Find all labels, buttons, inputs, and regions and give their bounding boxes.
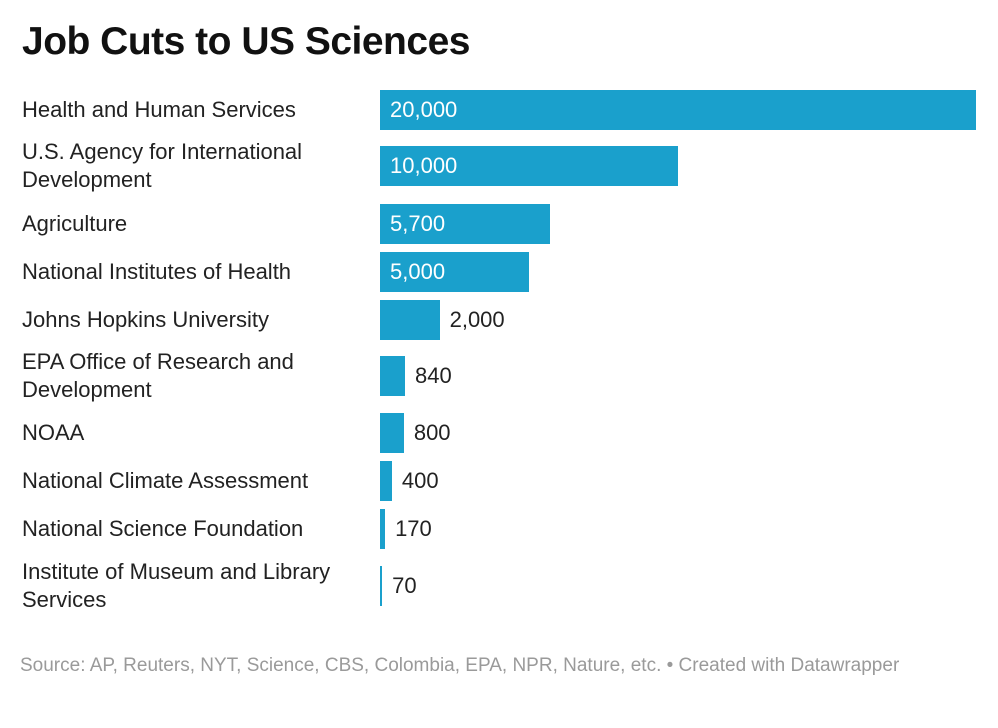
category-label: EPA Office of Research and Development — [22, 349, 294, 402]
value-label: 20,000 — [390, 97, 458, 122]
category-label: Health and Human Services — [22, 97, 296, 122]
category-label: NOAA — [22, 420, 85, 445]
value-label: 5,000 — [390, 259, 446, 284]
category-label: Institute of Museum and Library Services — [22, 559, 331, 612]
bar — [380, 413, 404, 453]
category-label: Johns Hopkins University — [22, 307, 269, 332]
bar — [380, 300, 440, 340]
bar — [380, 461, 392, 501]
category-label: National Climate Assessment — [22, 468, 309, 493]
value-label: 70 — [392, 573, 417, 598]
bar — [380, 566, 383, 606]
bar — [380, 146, 678, 186]
bar — [380, 204, 550, 244]
value-label: 840 — [415, 363, 452, 388]
bar — [380, 252, 529, 292]
category-label: Agriculture — [22, 211, 128, 236]
bar — [380, 356, 406, 396]
chart-title: Job Cuts to US Sciences — [22, 20, 470, 63]
value-label: 800 — [413, 420, 451, 445]
value-label: 400 — [401, 468, 439, 493]
source-note: Source: AP, Reuters, NYT, Science, CBS, … — [20, 655, 900, 676]
category-label: U.S. Agency for International Developmen… — [22, 139, 303, 192]
value-label: 5,700 — [390, 211, 446, 236]
bar — [380, 509, 386, 549]
value-label: 170 — [395, 516, 432, 541]
category-label: National Science Foundation — [22, 516, 304, 541]
value-label: 2,000 — [449, 307, 505, 332]
bar — [380, 90, 976, 130]
value-label: 10,000 — [390, 153, 458, 178]
category-label: National Institutes of Health — [22, 259, 292, 284]
